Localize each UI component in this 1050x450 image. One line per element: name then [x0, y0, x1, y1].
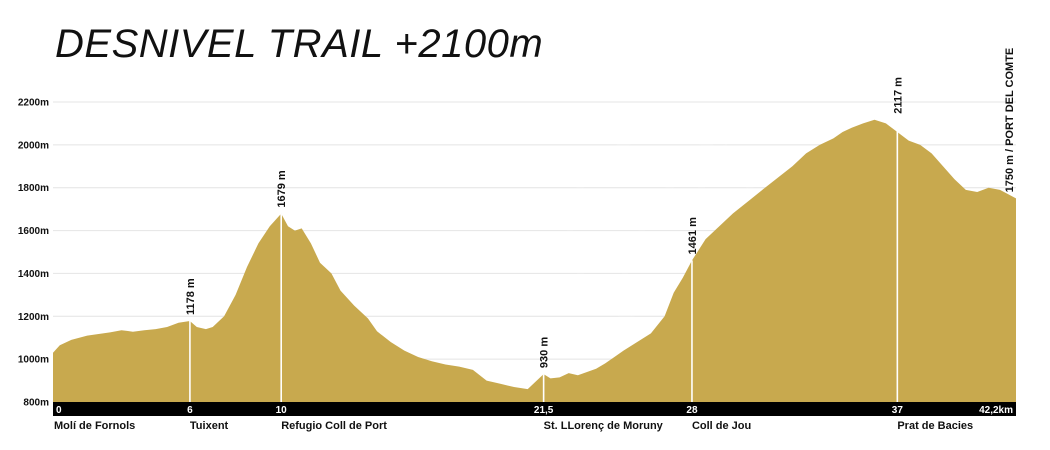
- y-tick-label: 1400m: [18, 269, 49, 280]
- x-tick-label: 10: [276, 405, 288, 416]
- x-tick-label: 6: [187, 405, 193, 416]
- distance-bar: [53, 402, 1016, 416]
- elevation-area: [53, 119, 1016, 403]
- y-tick-label: 1200m: [18, 312, 49, 323]
- marker-lines: [189, 119, 899, 402]
- elevation-label: 2117 m: [892, 77, 904, 114]
- place-label: Tuixent: [190, 420, 229, 432]
- place-label: Coll de Jou: [692, 420, 751, 432]
- elevation-label: 930 m: [539, 337, 551, 368]
- elevation-label: 1679 m: [276, 170, 288, 208]
- x-tick-label: 37: [892, 405, 904, 416]
- y-tick-label: 2200m: [18, 98, 49, 109]
- y-tick-label: 2000m: [18, 140, 49, 151]
- elevation-label: 1750 m / PORT DEL COMTE: [1004, 48, 1016, 193]
- x-axis-bar: 0 6 10 21,5 28 37 42,2km: [53, 402, 1016, 416]
- place-labels: Molí de Fornols Tuixent Refugio Coll de Po…: [54, 420, 973, 432]
- y-axis-labels: 800m 1000m 1200m 1400m 1600m 1800m 2000m 2200m: [18, 98, 49, 409]
- y-tick-label: 1800m: [18, 183, 49, 194]
- place-label: St. LLorenç de Moruny: [544, 420, 664, 432]
- x-tick-label: 28: [686, 405, 698, 416]
- chart-title: DESNIVEL TRAIL +2100m: [55, 22, 544, 66]
- place-label: Prat de Bacies: [897, 420, 973, 432]
- y-tick-label: 1000m: [18, 355, 49, 366]
- x-tick-label: 42,2km: [979, 405, 1013, 416]
- y-tick-label: 1600m: [18, 226, 49, 237]
- elevation-label: 1178 m: [185, 278, 197, 315]
- place-label: Molí de Fornols: [54, 420, 135, 432]
- elevation-annotations: 1178 m 1679 m 930 m 1461 m 2117 m 1750 m / PO…: [185, 48, 1016, 368]
- elevation-area-layer: [53, 119, 1016, 403]
- x-tick-label: 0: [56, 405, 62, 416]
- place-label: Refugio Coll de Port: [281, 420, 387, 432]
- x-tick-label: 21,5: [534, 405, 554, 416]
- y-tick-label: 800m: [23, 398, 49, 409]
- elevation-label: 1461 m: [687, 217, 699, 255]
